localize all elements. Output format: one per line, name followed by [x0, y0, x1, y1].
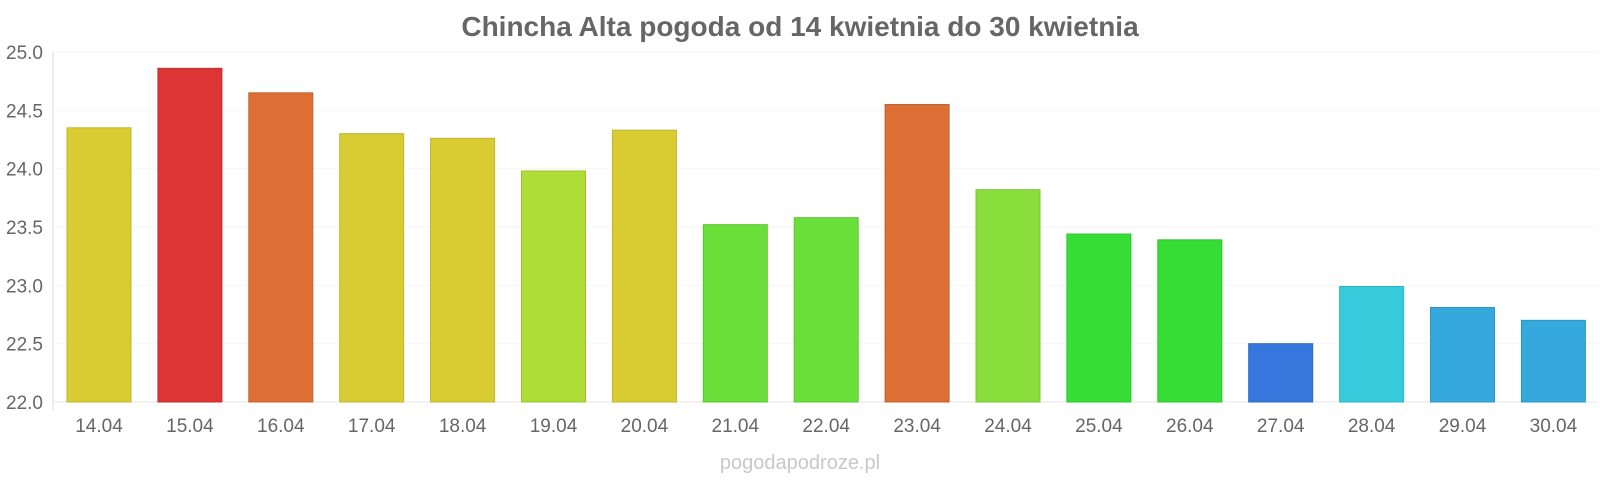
x-tick-label: 18.04 [439, 416, 487, 437]
bar [1430, 307, 1495, 403]
x-tick-label: 25.04 [1075, 416, 1123, 437]
bar [66, 127, 132, 403]
x-tick-label: 16.04 [257, 416, 305, 437]
x-tick-label: 23.04 [893, 416, 941, 437]
x-tick-label: 26.04 [1166, 416, 1214, 437]
y-tick-label: 24.5 [6, 101, 43, 122]
bars [66, 67, 1586, 403]
bar [884, 104, 950, 403]
bar [1157, 239, 1223, 403]
x-tick-labels: 14.04 15.04 16.04 17.04 18.04 19.04 20.04 21.04… [75, 416, 1577, 437]
x-tick-label: 30.04 [1530, 416, 1578, 437]
y-tick-label: 23.0 [6, 276, 43, 297]
x-tick-label: 29.04 [1439, 416, 1487, 437]
x-tick-label: 19.04 [530, 416, 578, 437]
bar [1339, 286, 1405, 403]
x-tick-label: 24.04 [984, 416, 1032, 437]
y-tick-label: 23.5 [6, 218, 43, 239]
bar [1066, 233, 1132, 403]
bar [793, 217, 859, 403]
y-tick-label: 22.5 [6, 335, 43, 356]
bar [975, 189, 1041, 403]
y-tick-label: 22.0 [6, 393, 43, 414]
bar [1520, 319, 1586, 403]
bar [611, 129, 677, 403]
y-tick-labels: 22.0 22.5 23.0 23.5 24.0 24.5 25.0 [6, 43, 43, 414]
bar [521, 170, 586, 403]
bar [248, 92, 314, 403]
x-tick-label: 17.04 [348, 416, 396, 437]
bar [157, 67, 223, 403]
x-tick-label: 20.04 [621, 416, 669, 437]
y-tick-label: 24.0 [6, 160, 43, 181]
bar [339, 133, 405, 403]
x-tick-label: 15.04 [166, 416, 214, 437]
x-tick-label: 28.04 [1348, 416, 1396, 437]
y-tick-label: 25.0 [6, 43, 43, 64]
x-tick-label: 14.04 [75, 416, 123, 437]
x-tick-label: 22.04 [802, 416, 850, 437]
bar [1248, 343, 1314, 403]
x-tick-label: 27.04 [1257, 416, 1305, 437]
bar [430, 137, 496, 403]
watermark: pogodapodroze.pl [720, 452, 880, 474]
x-tick-label: 21.04 [712, 416, 760, 437]
bar [702, 224, 768, 403]
chart-title: Chincha Alta pogoda od 14 kwietnia do 30… [461, 11, 1139, 42]
